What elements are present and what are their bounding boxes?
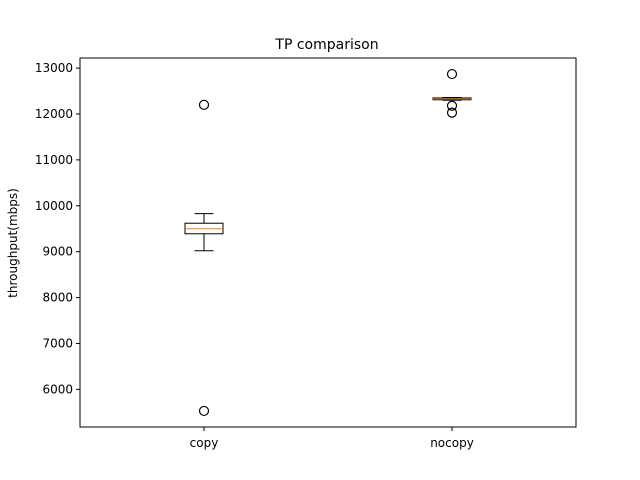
y-tick-label: 7000: [42, 336, 73, 350]
y-tick-label: 12000: [35, 107, 73, 121]
y-axis: 6000 7000 8000 9000 10000 11000 12000 13000: [35, 61, 80, 396]
chart-title: TP comparison: [274, 37, 378, 53]
x-axis: copy nocopy: [190, 427, 474, 450]
outlier-point: [446, 100, 458, 111]
x-tick-label: copy: [190, 436, 219, 450]
outlier-point: [198, 99, 210, 110]
outlier-point: [446, 68, 458, 80]
plot-frame: [79, 57, 577, 428]
y-tick-label: 10000: [35, 199, 73, 213]
y-tick-label: 8000: [42, 291, 73, 305]
box-copy: [184, 99, 224, 417]
y-tick-label: 9000: [42, 245, 73, 259]
y-tick-label: 6000: [42, 382, 73, 396]
outlier-point: [198, 405, 210, 417]
outlier-point: [446, 107, 458, 118]
y-tick-label: 13000: [35, 61, 73, 75]
x-tick-label: nocopy: [430, 436, 474, 450]
plot-marks: [184, 68, 472, 417]
y-axis-label: throughput(mbps): [6, 188, 20, 298]
y-tick-label: 11000: [35, 153, 73, 167]
box-nocopy: [432, 68, 472, 118]
